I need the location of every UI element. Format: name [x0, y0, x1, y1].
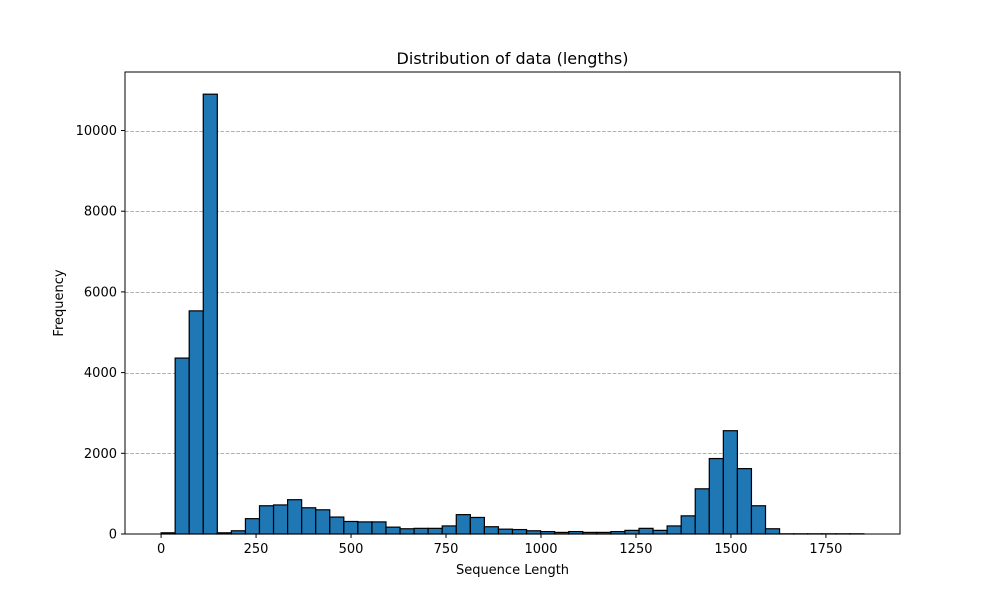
histogram-bar: [413, 527, 429, 535]
x-tick-label: 750: [434, 542, 459, 557]
histogram-bar: [736, 468, 753, 535]
histogram-bar: [343, 520, 359, 535]
histogram-bar: [202, 93, 218, 535]
y-axis-ticks: 0 2000 4000 6000 8000 10000: [76, 124, 125, 543]
histogram-bar: [469, 516, 485, 535]
y-tick-label: 8000: [84, 205, 117, 220]
histogram-bar: [680, 515, 696, 535]
histogram-bar: [652, 529, 668, 535]
histogram-bar: [329, 516, 345, 535]
histogram-bar: [750, 505, 767, 535]
x-tick-label: 1500: [714, 542, 747, 557]
y-tick-label: 6000: [84, 285, 117, 300]
histogram-bar: [371, 521, 387, 535]
histogram-bar: [694, 488, 710, 535]
x-tick-label: 0: [157, 542, 165, 557]
histogram-bar: [244, 518, 261, 535]
y-tick-label: 2000: [84, 447, 117, 462]
x-tick-label: 1750: [809, 542, 842, 557]
y-tick-label: 10000: [76, 124, 117, 139]
histogram-bar: [286, 499, 303, 535]
histogram-bar: [638, 527, 654, 535]
histogram-bar: [399, 528, 415, 535]
histogram-bar: [357, 521, 373, 535]
y-tick-label: 0: [109, 528, 117, 543]
histogram-bar: [385, 526, 401, 535]
histogram-bar: [511, 528, 528, 535]
histogram-bars: [160, 93, 865, 535]
histogram-bar: [483, 526, 500, 535]
histogram-bar: [174, 357, 190, 535]
histogram-bar: [258, 505, 275, 535]
x-axis-label: Sequence Length: [456, 563, 569, 578]
plot-frame: [124, 71, 901, 535]
x-tick-label: 1250: [619, 542, 652, 557]
histogram-bar: [455, 514, 471, 535]
x-tick-label: 1000: [524, 542, 557, 557]
histogram-bar: [722, 430, 739, 535]
x-tick-label: 250: [244, 542, 269, 557]
x-tick-label: 500: [339, 542, 364, 557]
histogram-bar: [188, 310, 204, 535]
gridlines: [125, 131, 900, 454]
histogram-bar: [624, 529, 640, 535]
histogram-bar: [272, 504, 289, 535]
y-axis-label: Frequency: [52, 269, 67, 336]
histogram-bar: [441, 525, 457, 535]
y-tick-label: 4000: [84, 366, 117, 381]
x-axis-ticks: 0 250 500 750 1000 1250 1500 1750: [157, 534, 842, 557]
histogram-bar: [301, 507, 317, 535]
histogram-bar: [427, 527, 443, 535]
histogram-bar: [497, 528, 514, 535]
histogram-bar: [764, 528, 781, 535]
histogram-bar: [315, 509, 331, 535]
histogram-bar: [666, 525, 682, 535]
histogram-bar: [708, 457, 724, 535]
chart-title: Distribution of data (lengths): [397, 49, 629, 68]
